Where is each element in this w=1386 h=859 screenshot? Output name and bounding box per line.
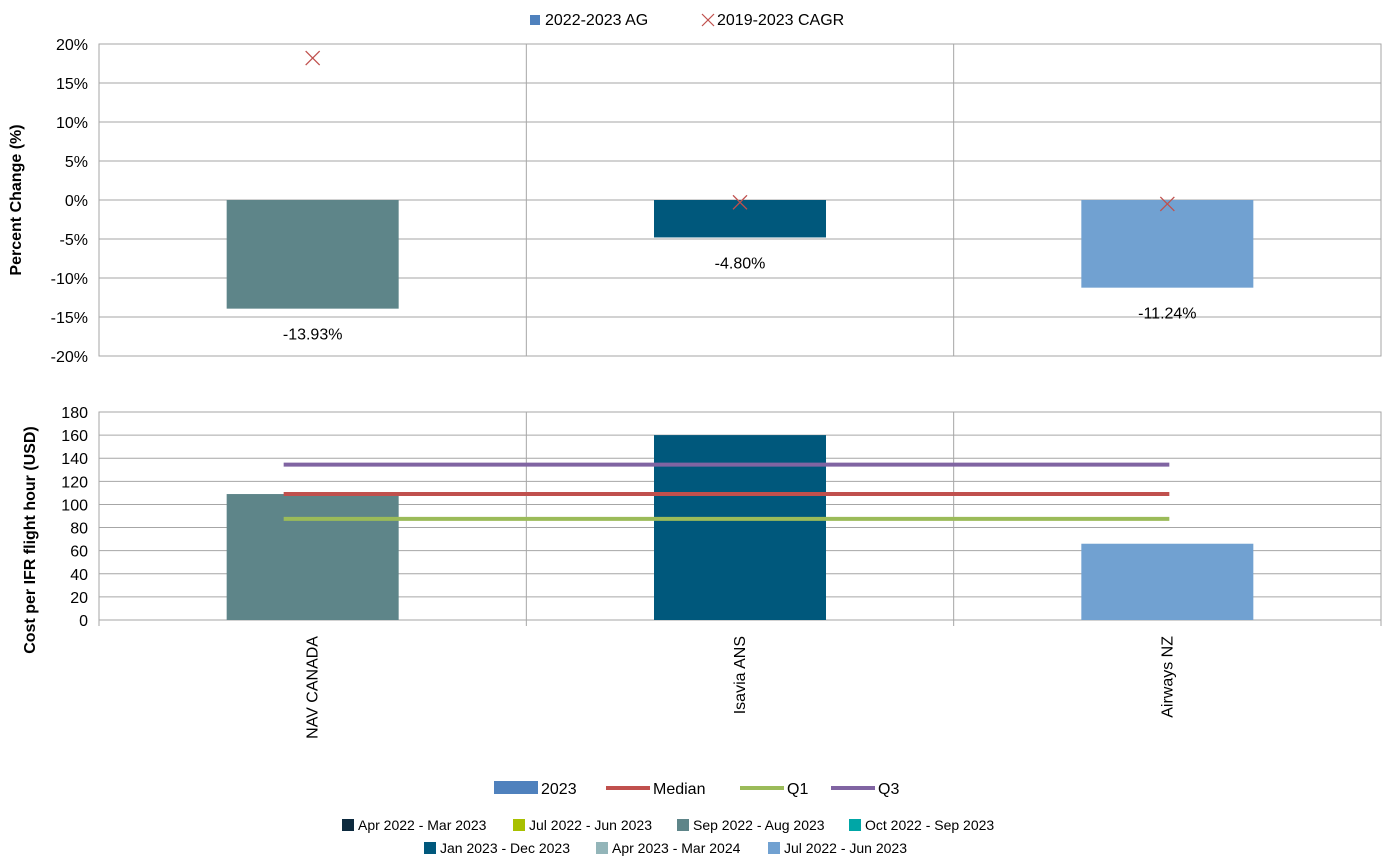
top-y-tick-label: 15%: [56, 76, 88, 93]
top-data-label: -4.80%: [715, 255, 766, 272]
top-bars: [226, 200, 1254, 309]
bottom-legend: 2023 Median Q1 Q3: [494, 781, 899, 798]
legend-label-q1: Q1: [787, 781, 808, 798]
bottom-bar-2023: [226, 494, 399, 620]
cagr-marker-stroke: [305, 50, 321, 66]
bottom-y-tick-label: 180: [61, 405, 88, 422]
bottom-y-tick-label: 100: [61, 497, 88, 514]
bottom-y-axis-label: Cost per IFR flight hour (USD): [22, 426, 39, 654]
period-label-3: Sep 2022 - Aug 2023: [693, 817, 825, 833]
bottom-y-tick-label: 80: [70, 521, 88, 538]
legend-swatch-ag: [530, 15, 540, 25]
top-y-tick-label: 0%: [65, 193, 88, 210]
top-y-tick-label: 10%: [56, 115, 88, 132]
period-swatch-1: [342, 819, 354, 831]
bottom-chart: 180 160 140 120 100 80 60 40 20 0 NAV CANADA Isavi…: [22, 405, 1382, 739]
top-y-tick-label: -15%: [51, 310, 88, 327]
top-bar-ag: [1081, 200, 1254, 288]
period-legend: Apr 2022 - Mar 2023 Jul 2022 - Jun 2023 …: [342, 817, 994, 856]
top-chart: 20% 15% 10% 5% 0% -5% -10% -15% -20% -13.93% -4.8…: [8, 37, 1382, 366]
bottom-y-tick-label: 140: [61, 451, 88, 468]
cagr-marker-stroke: [1159, 196, 1175, 212]
x-category-label: NAV CANADA: [305, 636, 322, 739]
top-data-label: -11.24%: [1138, 306, 1196, 323]
cagr-marker-stroke: [732, 194, 748, 210]
period-swatch-4: [849, 819, 861, 831]
top-data-labels: -13.93% -4.80% -11.24%: [283, 255, 1197, 343]
legend-label-2023: 2023: [541, 781, 577, 798]
top-y-tick-labels: 20% 15% 10% 5% 0% -5% -10% -15% -20%: [51, 37, 88, 366]
period-label-5: Jan 2023 - Dec 2023: [440, 840, 570, 856]
top-data-label: -13.93%: [283, 327, 343, 344]
top-y-tick-label: 5%: [65, 154, 88, 171]
period-swatch-7: [768, 842, 780, 854]
bottom-y-tick-label: 120: [61, 474, 88, 491]
period-legend-row-2: Jan 2023 - Dec 2023 Apr 2023 - Mar 2024 …: [424, 840, 907, 856]
top-bar-ag: [654, 200, 826, 238]
top-y-tick-label: -5%: [60, 232, 88, 249]
period-swatch-3: [677, 819, 689, 831]
x-category-label: Airways NZ: [1159, 636, 1176, 718]
bottom-stat-lines: [283, 462, 1170, 521]
top-legend: 2022-2023 AG 2019-2023 CAGR: [530, 12, 844, 29]
legend-label-median: Median: [653, 781, 705, 798]
legend-label-cagr: 2019-2023 CAGR: [717, 12, 844, 29]
bottom-y-tick-label: 160: [61, 428, 88, 445]
top-bar-ag: [226, 200, 399, 309]
period-legend-row-1: Apr 2022 - Mar 2023 Jul 2022 - Jun 2023 …: [342, 817, 994, 833]
bottom-y-tick-labels: 180 160 140 120 100 80 60 40 20 0: [61, 405, 88, 630]
bottom-bar-2023: [1081, 543, 1254, 620]
legend-swatch-2023: [494, 781, 538, 794]
cagr-marker: [305, 50, 321, 66]
legend-label-q3: Q3: [878, 781, 899, 798]
bottom-y-tick-label: 20: [70, 590, 88, 607]
bottom-y-tick-label: 0: [79, 613, 88, 630]
top-y-tick-label: -10%: [51, 271, 88, 288]
period-swatch-5: [424, 842, 436, 854]
period-label-7: Jul 2022 - Jun 2023: [784, 840, 907, 856]
period-swatch-6: [596, 842, 608, 854]
legend-label-ag: 2022-2023 AG: [545, 12, 648, 29]
period-label-2: Jul 2022 - Jun 2023: [529, 817, 652, 833]
cagr-marker: [732, 194, 748, 210]
bottom-y-tick-label: 40: [70, 567, 88, 584]
cagr-marker: [1159, 196, 1175, 212]
top-y-tick-label: 20%: [56, 37, 88, 54]
period-label-1: Apr 2022 - Mar 2023: [358, 817, 487, 833]
bottom-y-tick-label: 60: [70, 544, 88, 561]
x-category-label: Isavia ANS: [732, 636, 749, 714]
top-y-tick-label: -20%: [51, 349, 88, 366]
period-label-4: Oct 2022 - Sep 2023: [865, 817, 994, 833]
top-y-axis-label: Percent Change (%): [8, 124, 25, 275]
top-cagr-markers: [305, 50, 1175, 212]
period-label-6: Apr 2023 - Mar 2024: [612, 840, 741, 856]
period-swatch-2: [513, 819, 525, 831]
x-category-labels: NAV CANADA Isavia ANS Airways NZ: [305, 636, 1177, 739]
legend-marker-cagr: [701, 13, 715, 27]
